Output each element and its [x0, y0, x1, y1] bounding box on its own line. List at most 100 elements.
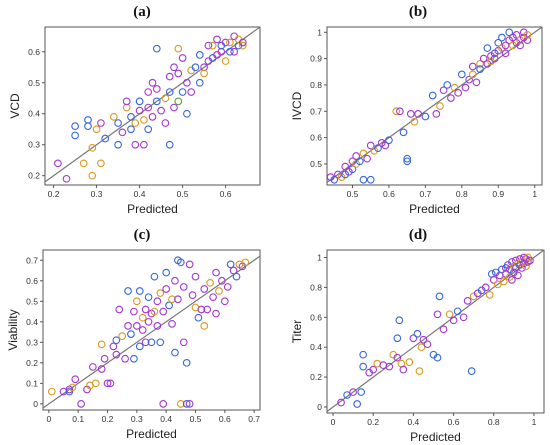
data-point — [179, 283, 188, 291]
data-point — [359, 149, 368, 158]
data-point — [518, 264, 526, 272]
data-point — [454, 88, 463, 97]
data-point — [171, 348, 179, 357]
data-point — [355, 157, 364, 166]
data-point — [141, 305, 150, 314]
x-tick-label: 0.4 — [160, 414, 172, 424]
data-point — [461, 83, 470, 92]
x-tick-label: 0.5 — [190, 414, 202, 424]
data-point — [433, 310, 442, 319]
panel-c: (c) 0 0.1 0.2 0.3 0.4 0.5 0.6 0.7 0 0.1 0.2 0.3 0.4 0.… — [6, 227, 261, 441]
data-point — [399, 365, 408, 374]
data-point — [453, 307, 462, 316]
data-point — [171, 276, 179, 285]
data-point — [499, 277, 508, 286]
data-point — [349, 388, 357, 396]
data-point — [127, 330, 135, 338]
data-point — [71, 131, 79, 140]
data-point — [226, 47, 234, 56]
data-point — [165, 140, 174, 149]
data-point — [153, 322, 162, 330]
y-tick-label: 0 — [33, 399, 38, 409]
data-point — [131, 119, 140, 127]
data-point — [241, 258, 250, 267]
data-point — [188, 291, 197, 299]
x-tick-label: 0.4 — [134, 189, 146, 199]
x-tick-label: 1 — [532, 417, 537, 427]
x-axis-label: Predicted — [127, 202, 178, 216]
data-point — [88, 171, 97, 180]
data-point — [124, 322, 132, 330]
data-point — [170, 103, 178, 112]
data-point — [526, 256, 534, 265]
data-point — [168, 295, 176, 304]
y-tick-label: 0.2 — [28, 171, 40, 181]
data-point — [226, 260, 235, 269]
data-point — [150, 272, 159, 281]
data-point — [204, 41, 213, 50]
y-axis-label: Viability — [6, 309, 20, 350]
data-point — [523, 31, 532, 39]
data-point — [447, 94, 455, 102]
data-point — [191, 272, 200, 281]
y-tick-label: 0.6 — [310, 133, 322, 143]
data-point — [152, 85, 161, 93]
data-point — [352, 152, 361, 160]
y-tick-label: 0.6 — [310, 312, 322, 322]
data-point — [220, 297, 229, 306]
x-tick-label: 0.6 — [383, 189, 395, 199]
data-point — [162, 285, 171, 293]
data-point — [485, 291, 494, 299]
data-point — [141, 338, 150, 347]
data-point — [127, 112, 135, 121]
data-point — [135, 342, 144, 351]
data-point — [497, 265, 506, 274]
y-tick-label: 0.5 — [28, 78, 40, 88]
data-point — [79, 159, 88, 168]
y-tick-label: 0.4 — [28, 109, 40, 119]
data-point — [109, 112, 118, 121]
x-tick-label: 1 — [532, 189, 537, 199]
data-point — [483, 44, 492, 52]
y-tick-label: 0.2 — [310, 372, 322, 382]
data-point — [109, 342, 118, 351]
data-point — [138, 326, 147, 334]
y-tick-label: 0.5 — [310, 159, 322, 169]
data-point — [476, 65, 484, 73]
data-point — [122, 97, 131, 106]
data-point — [523, 36, 532, 45]
data-point — [174, 295, 182, 304]
data-point — [366, 141, 375, 150]
data-point — [514, 271, 522, 280]
data-point — [147, 338, 156, 347]
data-point — [121, 354, 129, 363]
data-point — [114, 140, 122, 149]
data-point — [522, 262, 530, 271]
data-point — [152, 44, 161, 53]
data-point — [359, 362, 368, 371]
x-tick-label: 0.5 — [347, 189, 359, 199]
data-point — [374, 144, 382, 152]
y-tick-label: 1 — [317, 27, 322, 37]
data-point — [419, 335, 428, 344]
data-point — [153, 297, 162, 306]
y-tick-label: 0 — [317, 402, 322, 412]
panel-title: (d) — [409, 227, 427, 243]
data-point — [144, 103, 153, 112]
data-point — [130, 354, 138, 363]
data-point — [170, 63, 178, 72]
data-point — [185, 399, 194, 408]
data-point — [183, 78, 191, 87]
data-point — [115, 305, 124, 314]
y-axis-label: VCD — [8, 93, 22, 119]
data-point — [182, 358, 191, 367]
data-point — [114, 119, 122, 127]
data-point — [156, 338, 165, 347]
y-tick-label: 0.6 — [28, 47, 40, 57]
data-point — [410, 117, 419, 126]
data-point — [97, 340, 106, 349]
data-point — [54, 159, 62, 168]
data-point — [449, 316, 458, 325]
